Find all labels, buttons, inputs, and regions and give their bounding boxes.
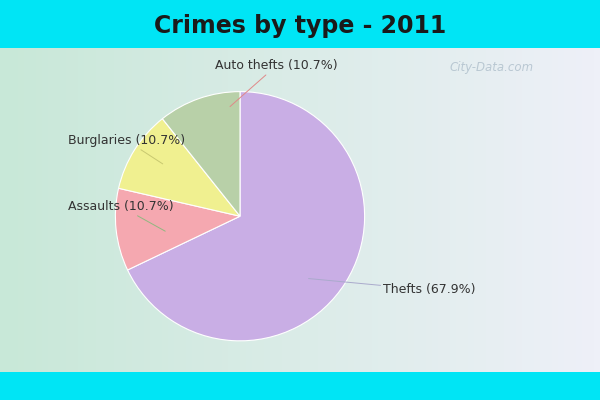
Text: Crimes by type - 2011: Crimes by type - 2011 xyxy=(154,14,446,38)
Wedge shape xyxy=(115,188,240,270)
Text: Assaults (10.7%): Assaults (10.7%) xyxy=(68,200,173,231)
Text: Auto thefts (10.7%): Auto thefts (10.7%) xyxy=(215,59,338,106)
Text: Thefts (67.9%): Thefts (67.9%) xyxy=(308,278,476,296)
Text: City-Data.com: City-Data.com xyxy=(450,62,534,74)
Wedge shape xyxy=(119,119,240,216)
Text: Burglaries (10.7%): Burglaries (10.7%) xyxy=(68,134,185,164)
Wedge shape xyxy=(163,92,240,216)
Wedge shape xyxy=(128,92,365,341)
